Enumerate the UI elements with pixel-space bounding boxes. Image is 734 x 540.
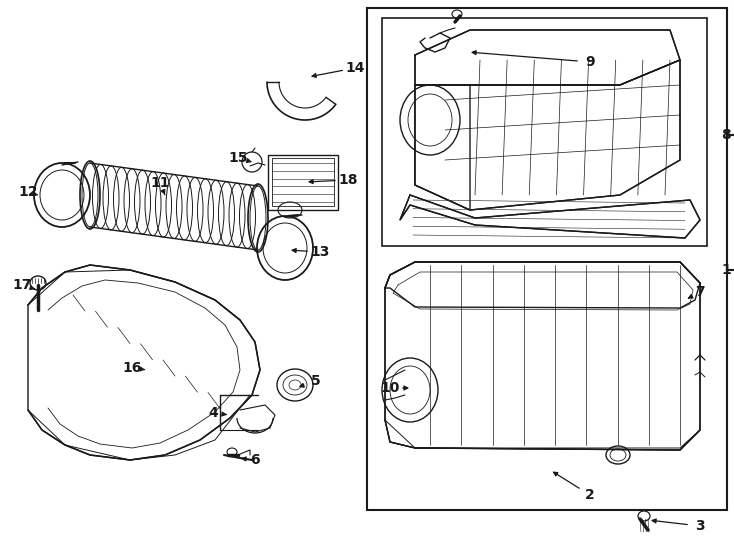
- Text: 14: 14: [345, 61, 365, 75]
- Text: 15: 15: [228, 151, 248, 165]
- Text: 1: 1: [721, 263, 731, 277]
- Text: 18: 18: [338, 173, 357, 187]
- Bar: [272, 158, 334, 206]
- Text: 3: 3: [695, 519, 705, 533]
- Text: 9: 9: [585, 55, 595, 69]
- Text: 2: 2: [585, 488, 595, 502]
- Text: 11: 11: [150, 176, 170, 190]
- Bar: [382, 18, 707, 246]
- Text: 8: 8: [721, 128, 731, 142]
- Polygon shape: [415, 30, 680, 85]
- Bar: [367, 8, 727, 510]
- Text: 16: 16: [123, 361, 142, 375]
- Polygon shape: [415, 85, 470, 210]
- Polygon shape: [385, 262, 700, 308]
- Text: 17: 17: [12, 278, 32, 292]
- Text: 4: 4: [208, 406, 218, 420]
- Text: 13: 13: [310, 245, 330, 259]
- Polygon shape: [28, 265, 260, 460]
- Text: 10: 10: [380, 381, 400, 395]
- Text: 7: 7: [695, 285, 705, 299]
- Polygon shape: [385, 262, 700, 450]
- Bar: [268, 155, 338, 210]
- Text: 5: 5: [311, 374, 321, 388]
- Polygon shape: [400, 195, 700, 238]
- Text: 6: 6: [250, 453, 260, 467]
- Text: 12: 12: [18, 185, 37, 199]
- Polygon shape: [415, 60, 680, 210]
